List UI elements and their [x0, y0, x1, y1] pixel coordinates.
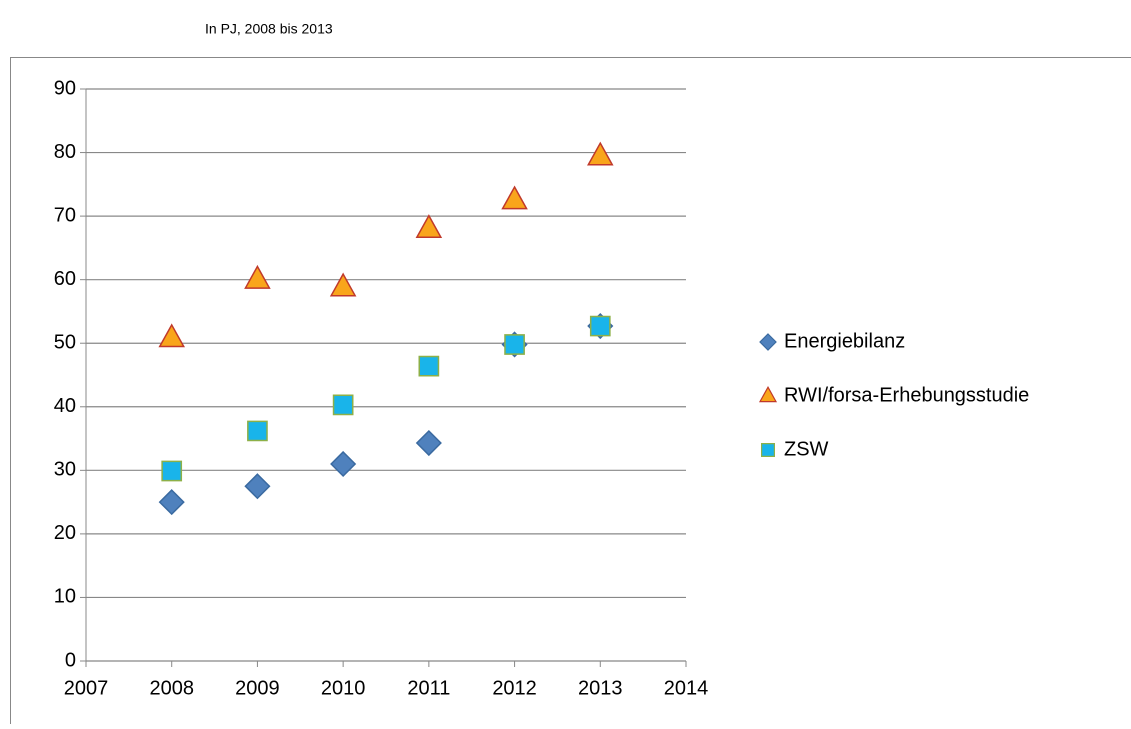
y-tick-label: 20: [54, 522, 76, 544]
y-tick-label: 70: [54, 204, 76, 226]
y-tick-label: 60: [54, 268, 76, 290]
point: [248, 421, 267, 440]
x-tick-label: 2007: [64, 677, 109, 699]
legend-label: RWI/forsa-Erhebungsstudie: [784, 384, 1029, 406]
legend-label: Energiebilanz: [784, 330, 905, 352]
point: [505, 335, 524, 354]
x-tick-label: 2010: [321, 677, 366, 699]
point: [334, 395, 353, 414]
point: [162, 461, 181, 480]
x-tick-label: 2014: [664, 677, 709, 699]
legend-marker: [762, 444, 775, 457]
x-tick-label: 2009: [235, 677, 280, 699]
x-tick-label: 2011: [407, 677, 450, 699]
y-tick-label: 90: [54, 77, 76, 99]
x-tick-label: 2013: [578, 677, 623, 699]
x-tick-label: 2008: [149, 677, 194, 699]
point: [419, 357, 438, 376]
x-tick-label: 2012: [492, 677, 537, 699]
y-tick-label: 80: [54, 141, 76, 163]
legend-label: ZSW: [784, 438, 829, 460]
y-tick-label: 40: [54, 395, 76, 417]
point: [591, 316, 610, 335]
y-tick-label: 50: [54, 332, 76, 354]
chart-subtitle: In PJ, 2008 bis 2013: [205, 21, 333, 37]
y-tick-label: 0: [65, 649, 76, 671]
y-tick-label: 10: [54, 586, 76, 608]
y-tick-label: 30: [54, 459, 76, 481]
